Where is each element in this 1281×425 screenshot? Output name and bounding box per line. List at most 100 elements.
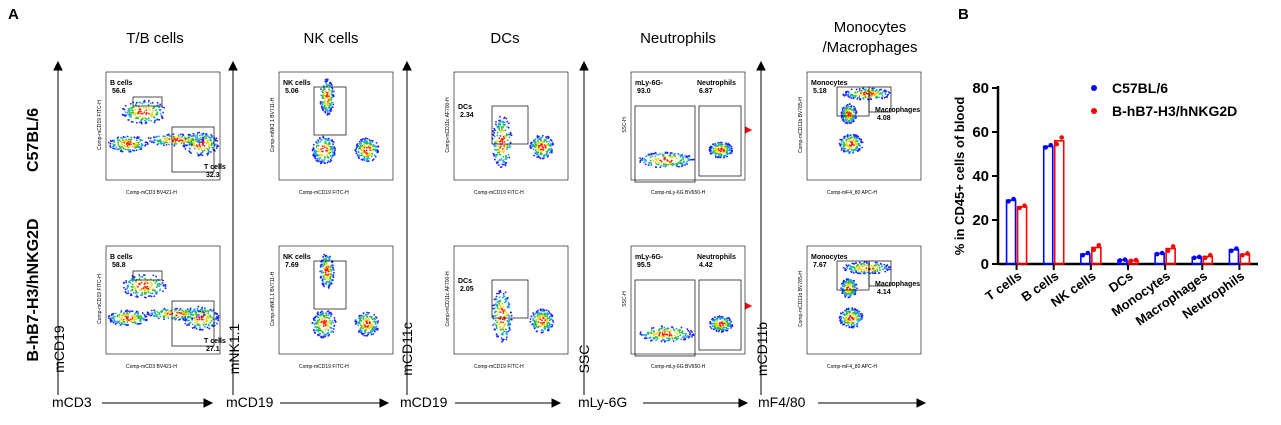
plot-y-label: SSC-H: [622, 249, 628, 349]
data-point: [1129, 259, 1134, 264]
flow-plot: DCs 2.05 Comp-mCD19 FITC-H Comp-mCD11c AF70…: [440, 246, 574, 380]
flow-plot: NK cells 5.06 Comp-mCD19 FITC-H Comp-mNK1.1…: [265, 72, 399, 206]
bar-chart-panel: 0 20 40 60 80 T cells B cells NK cells DCs Monocy…: [950, 30, 1275, 420]
gate-value: 56.6: [112, 88, 133, 96]
gate-name: mLy-6G-: [635, 254, 663, 262]
data-point: [1171, 244, 1176, 249]
gate-value: 27.1: [206, 346, 226, 354]
gate-label: T cells 32.3: [204, 164, 226, 180]
gate-label: Neutrophils 6.87: [697, 80, 736, 96]
data-point: [1092, 247, 1097, 252]
y-tick-label: 80: [972, 80, 989, 97]
gate-value: 4.14: [877, 289, 920, 297]
gate-label: B cells 58.8: [110, 254, 133, 270]
data-point: [1059, 135, 1064, 140]
flow-plot: Monocytes 5.18 Macrophages 4.08 Comp-mF4_80 …: [793, 72, 927, 206]
gate-value: 95.5: [637, 262, 663, 270]
bar: [1044, 146, 1053, 264]
flow-plot: NK cells 7.69 Comp-mCD19 FITC-H Comp-mNK1.1…: [265, 246, 399, 380]
data-point: [1134, 258, 1139, 263]
data-point: [1229, 249, 1234, 254]
y-tick-label: 0: [981, 256, 989, 273]
plot-y-label: Comp-mCD19 FITC-H: [97, 249, 103, 349]
gate-name: T cells: [204, 164, 226, 172]
data-point: [1208, 253, 1213, 258]
plot-x-label: Comp-mF4_80 APC-H: [827, 364, 877, 370]
gate-name: DCs: [458, 104, 474, 112]
flow-plot: B cells 58.8 T cells 27.1 Comp-mCD3 BV421-H C…: [92, 246, 226, 380]
plot-frame: [454, 72, 568, 180]
legend-label: B-hB7-H3/hNKG2D: [1112, 103, 1237, 119]
data-point: [1081, 253, 1086, 258]
gate-label: DCs 2.05: [458, 278, 474, 294]
gate-name: mLy-6G-: [635, 80, 663, 88]
data-point: [1245, 251, 1250, 256]
plot-x-label: Comp-mCD3 BV421-H: [126, 190, 177, 196]
flow-plot: mLy-6G- 93.0 Neutrophils 6.87 Comp-mLy-6G BV…: [617, 72, 751, 206]
data-point: [1006, 199, 1011, 204]
x-marker-cd19-dc: mCD19: [400, 394, 447, 410]
plot-x-label: Comp-mF4_80 APC-H: [827, 190, 877, 196]
gate-value: 7.67: [813, 262, 848, 270]
legend-marker: [1091, 108, 1097, 114]
gate-value: 4.08: [877, 115, 920, 123]
gate-value: 2.34: [460, 112, 474, 120]
gate-name: T cells: [204, 338, 226, 346]
gate-name: Neutrophils: [697, 80, 736, 88]
data-point: [1022, 203, 1027, 208]
gate-value: 6.87: [699, 88, 736, 96]
data-point: [1160, 251, 1165, 256]
data-point: [1166, 249, 1171, 254]
data-point: [1192, 256, 1197, 261]
data-point: [1097, 243, 1102, 248]
bar: [1018, 207, 1027, 264]
bar-chart-svg: 020406080T cellsB cellsNK cells DCsMonocy…: [950, 30, 1275, 420]
x-marker-cd3: mCD3: [52, 394, 92, 410]
gate-value: 4.42: [699, 262, 736, 270]
bar: [1007, 200, 1016, 264]
plot-y-label: Comp-mNK1.1 BV711-H: [270, 75, 276, 175]
plot-y-label: Comp-mCD11b BV785-H: [798, 249, 804, 349]
flow-plot: Monocytes 7.67 Macrophages 4.14 Comp-mF4_80 …: [793, 246, 927, 380]
x-marker-ly6g: mLy-6G: [578, 394, 627, 410]
gate-label: T cells 27.1: [204, 338, 226, 354]
data-point: [1155, 252, 1160, 257]
x-marker-cd19-nk: mCD19: [226, 394, 273, 410]
y-tick-label: 60: [972, 124, 989, 141]
gate-label: NK cells 5.06: [283, 80, 311, 96]
legend-label: C57BL/6: [1112, 80, 1168, 96]
data-point: [1240, 253, 1245, 258]
gate-label: Macrophages 4.14: [875, 281, 920, 297]
data-point: [1011, 197, 1016, 202]
flow-plot: mLy-6G- 95.5 Neutrophils 4.42 Comp-mLy-6G BV…: [617, 246, 751, 380]
gate-name: Macrophages: [875, 107, 920, 115]
plot-y-label: Comp-mNK1.1 BV711-H: [270, 249, 276, 349]
flow-plot-svg: [440, 246, 574, 380]
gate-value: 5.18: [813, 88, 848, 96]
gate-name: Macrophages: [875, 281, 920, 289]
x-marker-f480: mF4/80: [758, 394, 805, 410]
flow-plot: B cells 56.6 T cells 32.3 Comp-mCD3 BV421-H C…: [92, 72, 226, 206]
plot-y-label: Comp-mCD19 FITC-H: [97, 75, 103, 175]
y-tick-label: 20: [972, 212, 989, 229]
data-point: [1054, 142, 1059, 147]
gate-value: 93.0: [637, 88, 663, 96]
bar: [1055, 141, 1064, 264]
plot-y-label: Comp-mCD11c AF700-H: [445, 75, 451, 175]
plot-x-label: Comp-mCD19 FITC-H: [299, 364, 349, 370]
panel-b-letter: B: [958, 6, 969, 23]
gate-name: B cells: [110, 254, 133, 262]
gate-value: 58.8: [112, 262, 133, 270]
gate-name: DCs: [458, 278, 474, 286]
plot-frame: [454, 246, 568, 354]
plot-x-label: Comp-mCD19 FITC-H: [299, 190, 349, 196]
gate-value: 2.05: [460, 286, 474, 294]
gate-label: Monocytes 5.18: [811, 80, 848, 96]
plot-x-label: Comp-mCD19 FITC-H: [474, 190, 524, 196]
data-point: [1123, 257, 1128, 262]
plot-x-label: Comp-mLy-6G BV650-H: [651, 364, 705, 370]
data-point: [1086, 251, 1091, 256]
y-tick-label: 40: [972, 168, 989, 185]
legend-marker: [1091, 85, 1097, 91]
plot-y-label: Comp-mCD11c AF700-H: [445, 249, 451, 349]
